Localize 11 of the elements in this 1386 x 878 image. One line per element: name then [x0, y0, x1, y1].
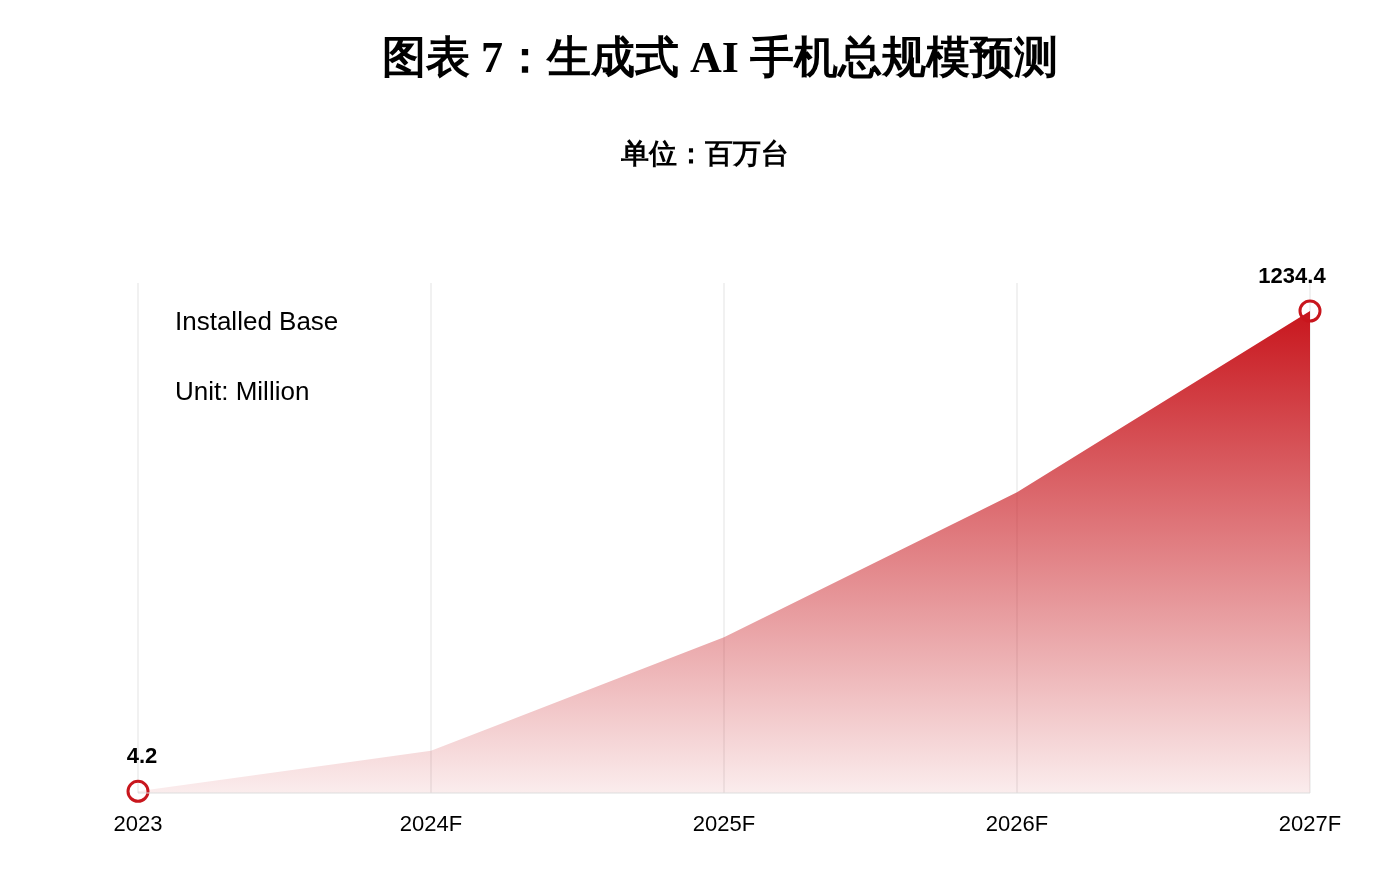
- chart-subtitle: 单位：百万台: [620, 138, 789, 169]
- x-tick-label: 2023: [113, 811, 163, 836]
- x-tick-label: 2026F: [985, 811, 1049, 836]
- data-label: 1234.4: [1258, 263, 1327, 288]
- x-tick-label: 2025F: [692, 811, 756, 836]
- annotation: Installed Base: [175, 306, 339, 336]
- x-tick-label: 2027F: [1278, 811, 1342, 836]
- chart-title: 图表 7：生成式 AI 手机总规模预测: [382, 33, 1058, 82]
- x-tick-label: 2024F: [399, 811, 463, 836]
- data-label: 4.2: [126, 743, 158, 769]
- annotation: Unit: Million: [175, 376, 310, 406]
